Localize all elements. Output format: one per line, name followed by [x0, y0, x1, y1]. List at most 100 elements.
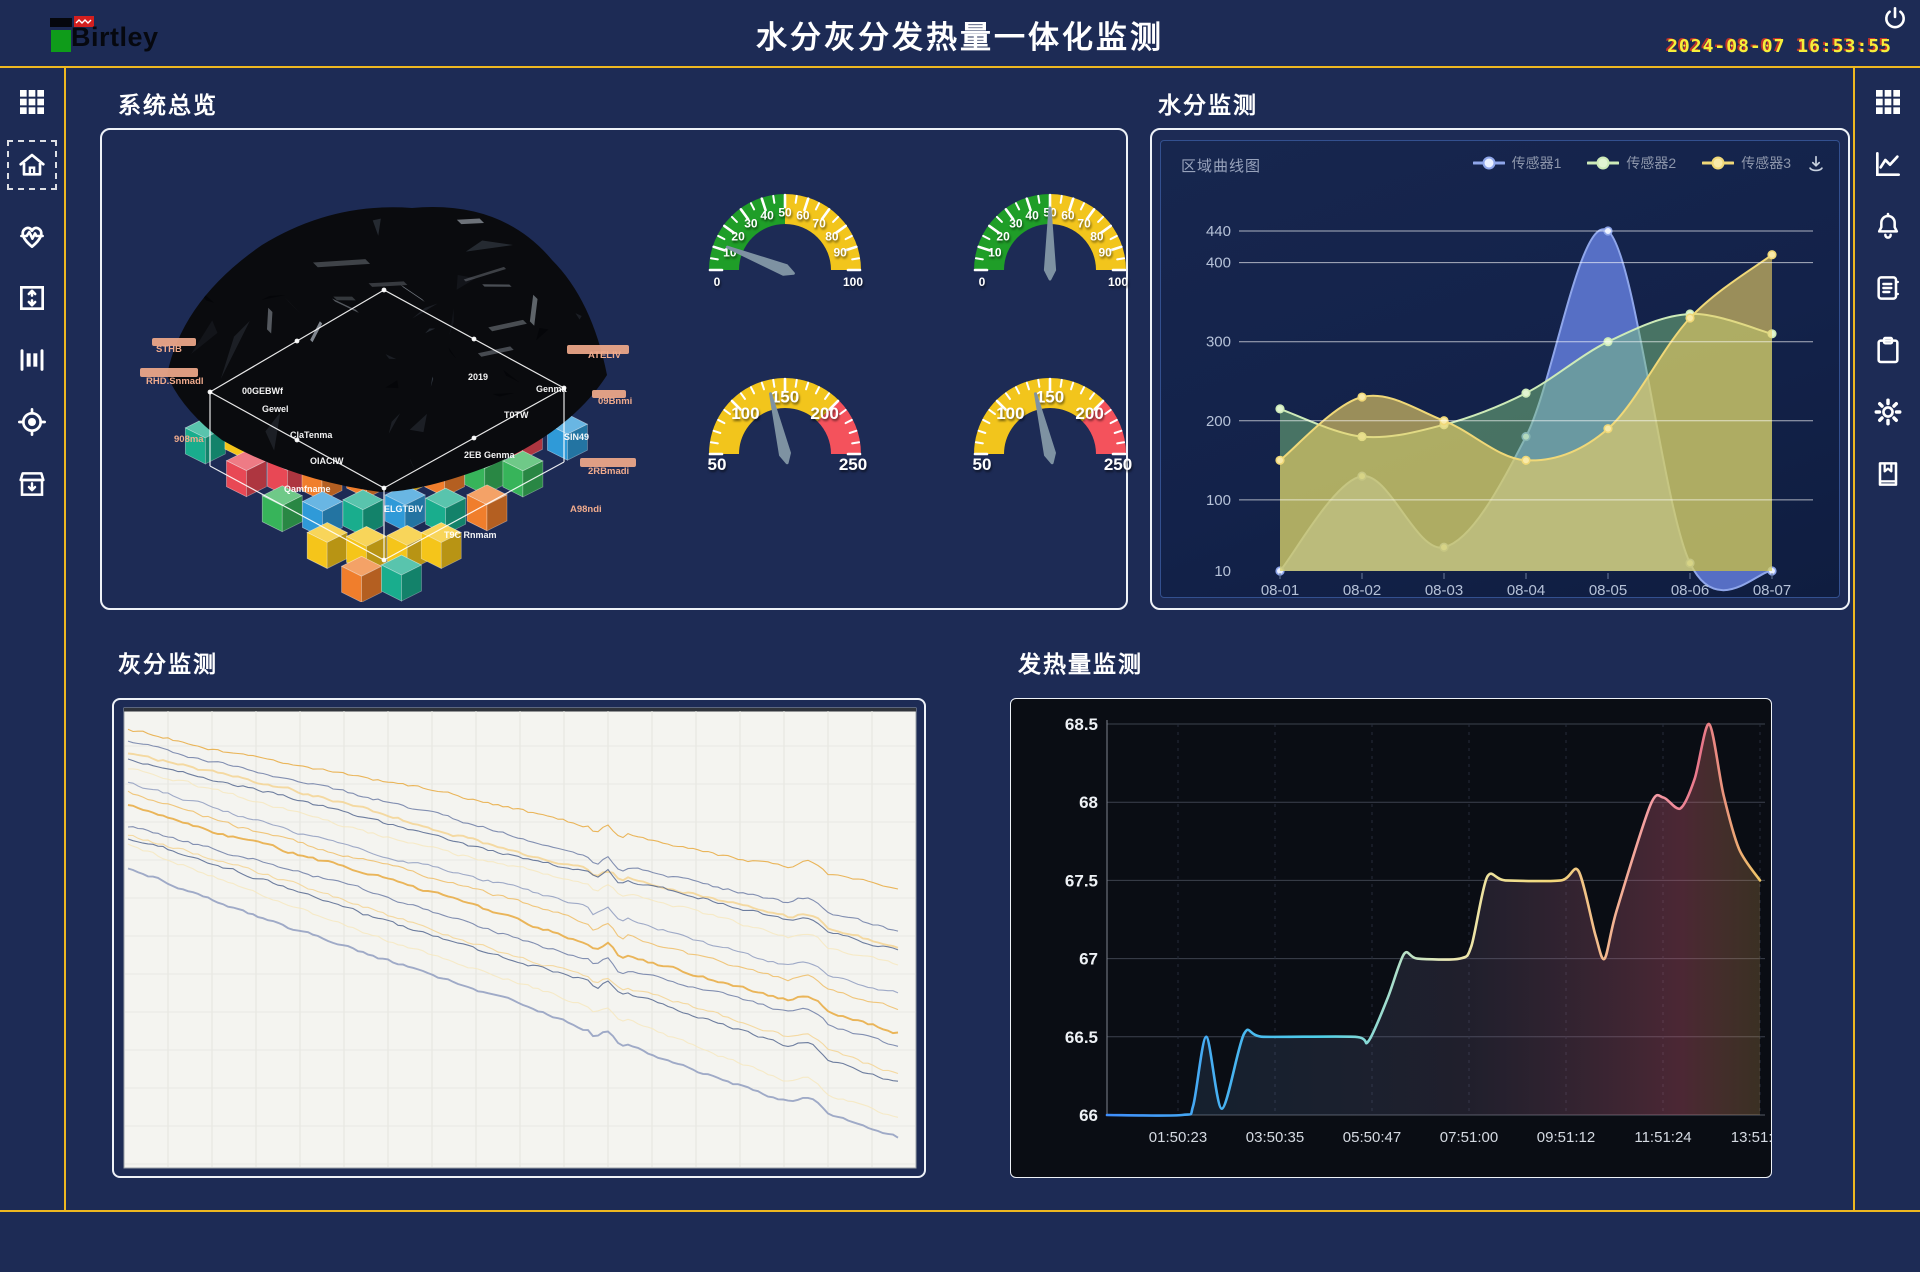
sidebar-item-locate[interactable]: [16, 406, 48, 438]
sidebar-item-home[interactable]: [7, 140, 57, 190]
svg-text:100: 100: [1108, 275, 1128, 289]
bookmark-icon: [1878, 462, 1898, 486]
moisture-panel-title: 水分监测: [1158, 92, 1258, 118]
svg-text:70: 70: [1077, 217, 1091, 231]
svg-text:08-01: 08-01: [1261, 582, 1299, 599]
gauge-moisture-a: 0 10 20 30 40 50 60 70 80 90 100: [680, 168, 890, 308]
svg-text:200: 200: [1206, 413, 1231, 430]
sidebar-item-measure[interactable]: [16, 344, 48, 376]
svg-text:80: 80: [1090, 229, 1104, 243]
sidebar-item-alarms[interactable]: [1872, 210, 1904, 242]
svg-text:40: 40: [760, 208, 774, 222]
svg-text:80: 80: [825, 229, 839, 243]
legend-label: 传感器3: [1741, 155, 1791, 171]
svg-text:STHB: STHB: [156, 344, 182, 355]
sidebar-item-health[interactable]: [16, 220, 48, 252]
home-icon: [19, 153, 45, 176]
moisture-legend: 传感器1 传感器2 传感器3: [1472, 153, 1791, 173]
logo-text: Birtley: [71, 22, 159, 52]
calorific-panel-title: 发热量监测: [1018, 651, 1143, 677]
svg-text:30: 30: [1009, 217, 1023, 231]
svg-text:08-03: 08-03: [1425, 582, 1463, 599]
legend-item-3[interactable]: 传感器3: [1702, 153, 1791, 173]
gauge-calorific-b: 50 100 150 200 250: [945, 352, 1155, 492]
svg-text:60: 60: [796, 208, 810, 222]
svg-text:150: 150: [771, 388, 799, 407]
svg-text:07:51:00: 07:51:00: [1440, 1129, 1498, 1146]
svg-text:200: 200: [810, 404, 838, 423]
svg-text:0: 0: [714, 275, 721, 289]
calorific-line-chart: 66 66.5 67 67.5 68 68.5 01:50:23 03:50:35 05:50:…: [1065, 715, 1772, 1146]
svg-text:08-07: 08-07: [1753, 582, 1791, 599]
svg-text:ClaTenma: ClaTenma: [290, 430, 333, 440]
bell-icon: [1877, 212, 1899, 239]
sidebar-item-tasks[interactable]: [1872, 334, 1904, 366]
archive-download-icon: [19, 472, 45, 496]
svg-text:08-02: 08-02: [1343, 582, 1381, 599]
sidebar-item-range[interactable]: [16, 282, 48, 314]
sidebar-item-apps[interactable]: [16, 86, 48, 118]
footer-divider: [0, 1210, 1920, 1212]
gauge-calorific-a: 50 100 150 200 250: [680, 352, 890, 492]
legend-label: 传感器2: [1626, 155, 1677, 171]
heart-pulse-icon: [20, 226, 44, 248]
svg-text:100: 100: [731, 404, 759, 423]
ash-line-chart: [123, 707, 917, 1169]
svg-text:01:50:23: 01:50:23: [1149, 1129, 1207, 1146]
left-sidebar: [0, 66, 64, 500]
svg-text:T0TW: T0TW: [504, 410, 529, 420]
svg-text:50: 50: [708, 455, 727, 474]
svg-text:11:51:24: 11:51:24: [1634, 1129, 1691, 1146]
sidebar-item-trends[interactable]: [1872, 148, 1904, 180]
svg-text:30: 30: [744, 217, 758, 231]
svg-text:08-04: 08-04: [1507, 582, 1545, 599]
svg-text:300: 300: [1206, 334, 1231, 351]
download-icon[interactable]: [1805, 153, 1827, 175]
coal-3d-visual: 00GEBWf Gewel ClaTenma OIACIW Qamfname 2EB Ge…: [140, 207, 636, 602]
svg-text:08-05: 08-05: [1589, 582, 1627, 599]
clipboard-icon: [1877, 336, 1899, 364]
svg-text:908ma: 908ma: [174, 434, 204, 445]
svg-text:200: 200: [1075, 404, 1103, 423]
svg-text:05:50:47: 05:50:47: [1343, 1129, 1401, 1146]
svg-text:10: 10: [1214, 563, 1231, 580]
sidebar-item-modules[interactable]: [1872, 86, 1904, 118]
svg-text:T9C Rnmam: T9C Rnmam: [444, 530, 497, 540]
legend-item-1[interactable]: 传感器1: [1472, 153, 1561, 173]
svg-text:00GEBWf: 00GEBWf: [242, 386, 284, 396]
power-icon[interactable]: [1882, 5, 1908, 31]
line-chart-icon: [1876, 152, 1900, 176]
svg-text:67: 67: [1079, 950, 1098, 969]
document-icon: [1877, 276, 1900, 300]
svg-text:150: 150: [1036, 388, 1064, 407]
svg-text:100: 100: [843, 275, 863, 289]
sidebar-item-reports[interactable]: [1872, 272, 1904, 304]
svg-text:50: 50: [973, 455, 992, 474]
right-sidebar: [1856, 66, 1920, 490]
page-title: 水分灰分发热量一体化监测: [756, 20, 1164, 55]
expand-vertical-icon: [20, 286, 44, 310]
svg-text:0: 0: [979, 275, 986, 289]
svg-text:68.5: 68.5: [1065, 715, 1098, 734]
svg-text:250: 250: [1104, 455, 1132, 474]
svg-text:OIACIW: OIACIW: [310, 456, 344, 466]
svg-text:09Bnmi: 09Bnmi: [598, 396, 632, 407]
svg-text:2EB Genma: 2EB Genma: [464, 450, 516, 460]
left-rail-divider: [64, 66, 66, 1212]
sidebar-item-settings[interactable]: [1872, 396, 1904, 428]
datetime-display: 2024-08-07 16:53:55: [1667, 36, 1892, 57]
sidebar-item-save[interactable]: [1872, 458, 1904, 490]
sidebar-item-archive[interactable]: [16, 468, 48, 500]
svg-text:66.5: 66.5: [1065, 1028, 1098, 1047]
logo-red-block: [74, 16, 94, 27]
target-icon: [18, 408, 46, 436]
date-text: 2024-08-07: [1667, 36, 1786, 57]
svg-text:250: 250: [839, 455, 867, 474]
svg-text:13:51:36: 13:51:36: [1731, 1129, 1772, 1146]
svg-text:66: 66: [1079, 1106, 1098, 1125]
svg-text:SIN49: SIN49: [564, 432, 589, 442]
svg-text:10: 10: [988, 246, 1002, 260]
right-rail-divider: [1853, 66, 1855, 1212]
legend-item-2[interactable]: 传感器2: [1587, 153, 1676, 173]
